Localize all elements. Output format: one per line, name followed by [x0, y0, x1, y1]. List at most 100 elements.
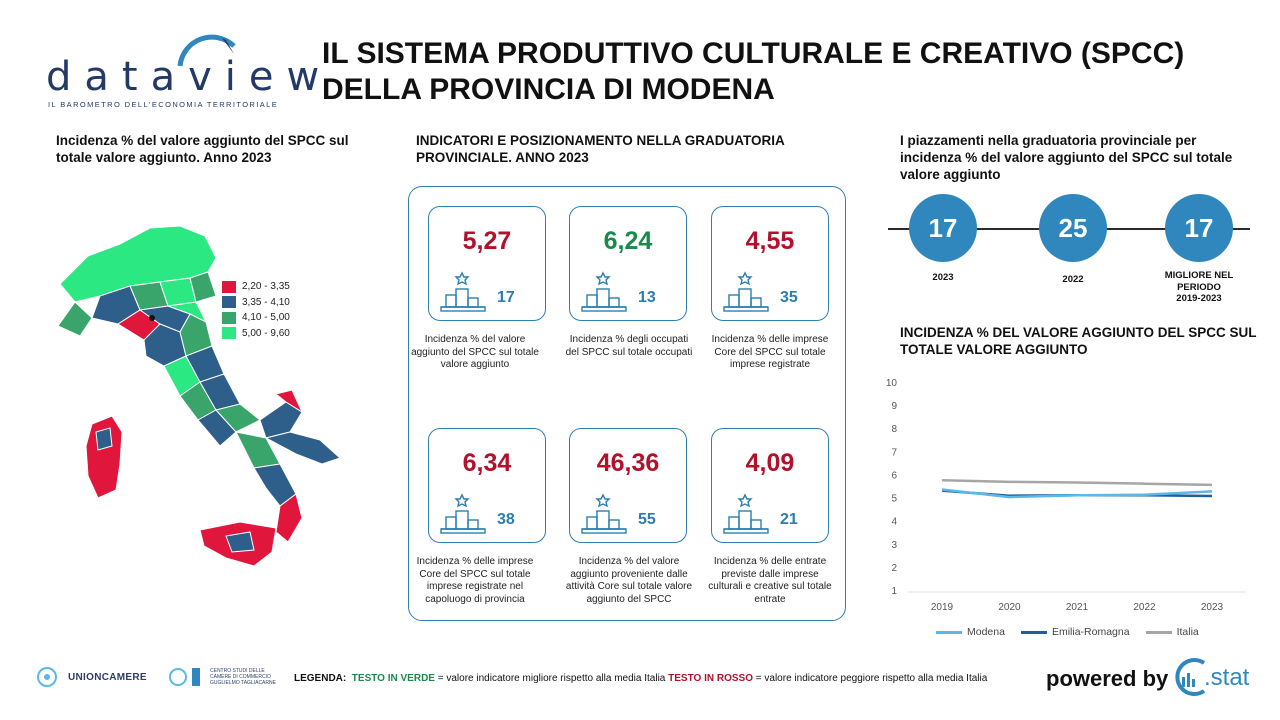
chart-legend-label: Emilia-Romagna [1051, 626, 1130, 638]
chart-legend-item: Italia [1145, 626, 1199, 638]
placement-circle: 17 [1165, 194, 1233, 262]
page-title: IL SISTEMA PRODUTTIVO CULTURALE E CREATI… [322, 36, 1222, 108]
placement-label-line: 2023 [932, 272, 954, 283]
map-title-line-1: Incidenza % del valore aggiunto del SPCC… [56, 133, 349, 148]
indicators-title-line-2: PROVINCIALE. ANNO 2023 [416, 150, 589, 165]
unioncamere-logo: UNIONCAMERE [36, 666, 147, 688]
y-tick-label: 1 [891, 586, 897, 597]
indicator-rank: 55 [638, 511, 656, 528]
placement-label: 2022 [1023, 274, 1123, 286]
indicator-value: 6,34 [462, 449, 512, 477]
placements-title-line-3: valore aggiunto [900, 167, 1001, 182]
legend-red-label: TESTO IN ROSSO [668, 673, 753, 684]
indicators-panel [408, 186, 846, 621]
legend-swatch-light-green [222, 327, 236, 340]
map-legend-label: 4,10 - 5,00 [242, 312, 290, 324]
indicator-card: 6,34 38 [428, 428, 546, 543]
podium-icon [440, 271, 486, 312]
indicator-card: 46,36 55 [569, 428, 687, 543]
chart-legend-label: Italia [1176, 626, 1199, 638]
indicator-card: 5,27 17 [428, 206, 546, 321]
map-legend-label: 3,35 - 4,10 [242, 296, 290, 308]
legend-green-text: = valore indicatore migliore rispetto al… [437, 673, 666, 684]
placement-circle: 17 [909, 194, 977, 262]
x-tick-label: 2023 [1201, 602, 1224, 613]
x-tick-label: 2022 [1133, 602, 1156, 613]
legend-red-text: = valore indicatore peggiore rispetto al… [755, 673, 988, 684]
map-legend-item: 5,00 - 9,60 [222, 326, 290, 342]
placement-label-line: 2022 [1062, 274, 1084, 285]
y-tick-label: 5 [891, 494, 897, 505]
map-legend-item: 2,20 - 3,35 [222, 279, 290, 295]
legend-prefix: LEGENDA: [294, 673, 347, 684]
chart-legend-item: Emilia-Romagna [1020, 626, 1130, 638]
indicator-rank: 17 [497, 289, 515, 306]
placements-title-line-2: incidenza % del valore aggiunto del SPCC… [900, 150, 1233, 165]
map-legend-item: 4,10 - 5,00 [222, 310, 290, 326]
indicator-description: Incidenza % delle imprese Core del SPCC … [416, 556, 534, 605]
indicator-card: 4,09 21 [711, 428, 829, 543]
italy-choropleth-map [57, 225, 341, 567]
placement-label-line: 2019-2023 [1176, 293, 1222, 304]
indicator-value: 5,27 [462, 227, 512, 255]
indicators-title: INDICATORI E POSIZIONAMENTO NELLA GRADUA… [416, 132, 836, 166]
placement-label: MIGLIORE NEL PERIODO 2019-2023 [1149, 270, 1249, 305]
podium-icon [723, 271, 769, 312]
legend-line-italia [1145, 630, 1172, 634]
chart-legend-label: Modena [967, 626, 1005, 638]
centro-studi-name: CENTRO STUDI DELLE CAMERE DI COMMERCIO G… [210, 668, 276, 686]
chart-legend-item: Modena [936, 626, 1005, 638]
podium-icon [581, 493, 627, 534]
podium-icon [440, 493, 486, 534]
y-tick-label: 7 [891, 447, 897, 458]
indicator-rank: 35 [780, 289, 798, 306]
placement-label-line: PERIODO [1177, 281, 1221, 293]
logo-word: dataview [46, 54, 333, 100]
map-title: Incidenza % del valore aggiunto del SPCC… [56, 132, 376, 166]
cstat-logo-icon [1175, 658, 1206, 696]
indicator-value: 4,09 [745, 449, 795, 477]
placement-label-line: MIGLIORE NEL [1164, 270, 1234, 281]
indicator-value: 46,36 [596, 449, 660, 477]
indicator-value: 6,24 [603, 227, 653, 255]
page-title-line-1: IL SISTEMA PRODUTTIVO CULTURALE E CREATI… [322, 37, 1185, 70]
series-line-modena [941, 488, 1213, 499]
y-tick-label: 4 [891, 517, 897, 528]
placements-title-line-1: I piazzamenti nella graduatoria provinci… [900, 133, 1197, 148]
gauge-arc-icon [177, 34, 236, 67]
indicator-rank: 21 [780, 511, 798, 528]
unioncamere-name: UNIONCAMERE [68, 671, 147, 683]
legend-swatch-green [222, 311, 236, 324]
trend-title-line-1: INCIDENZA % DEL VALORE AGGIUNTO DEL SPCC… [900, 325, 1257, 340]
legend-line-emilia-romagna [1020, 630, 1047, 634]
map-title-line-2: totale valore aggiunto. Anno 2023 [56, 150, 272, 165]
trend-title-line-2: TOTALE VALORE AGGIUNTO [900, 342, 1088, 357]
indicator-value: 4,55 [745, 227, 795, 255]
series-line-italia [941, 478, 1213, 487]
indicator-description: Incidenza % del valore aggiunto provenie… [565, 556, 693, 605]
modena-marker [149, 315, 155, 321]
powered-by-label: powered by [1046, 666, 1169, 691]
legend-swatch-blue [222, 296, 236, 309]
centro-studi-icon [169, 668, 200, 686]
cstat-wordmark: .stat [1204, 664, 1250, 691]
indicator-card: 4,55 35 [711, 206, 829, 321]
footer-legend: LEGENDA: TESTO IN VERDE = valore indicat… [294, 673, 987, 684]
dataview-logo: dataview IL BAROMETRO DELL'ECONOMIA TERR… [44, 30, 319, 110]
trend-title: INCIDENZA % DEL VALORE AGGIUNTO DEL SPCC… [900, 324, 1260, 358]
x-tick-label: 2020 [998, 602, 1021, 613]
y-tick-label: 6 [891, 470, 897, 481]
indicator-description: Incidenza % del valore aggiunto del SPCC… [411, 334, 539, 370]
centro-studi-logo: CENTRO STUDI DELLE CAMERE DI COMMERCIO G… [168, 666, 280, 688]
indicator-description: Incidenza % degli occupati del SPCC sul … [565, 334, 693, 358]
indicators-title-line-1: INDICATORI E POSIZIONAMENTO NELLA GRADUA… [416, 133, 785, 148]
unioncamere-icon [37, 667, 57, 687]
x-tick-label: 2019 [931, 602, 954, 613]
y-tick-label: 2 [891, 563, 897, 574]
y-tick-label: 8 [891, 424, 897, 435]
y-tick-label: 10 [886, 378, 898, 389]
indicator-description: Incidenza % delle entrate previste dalle… [708, 556, 832, 605]
placement-circle: 25 [1039, 194, 1107, 262]
x-tick-label: 2021 [1066, 602, 1089, 613]
y-tick-label: 9 [891, 401, 897, 412]
